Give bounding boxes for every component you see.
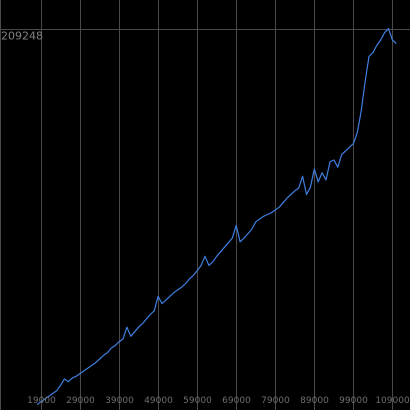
x-tick-label: 109000 xyxy=(375,396,410,406)
x-axis-tick-labels: 19000 29000 39000 49000 59000 69000 79000 89000… xyxy=(27,396,410,406)
x-tick-label: 69000 xyxy=(222,396,251,406)
x-tick-label: 19000 xyxy=(27,396,56,406)
x-tick-label: 29000 xyxy=(66,396,95,406)
x-tick-label: 99000 xyxy=(339,396,368,406)
x-tick-label: 59000 xyxy=(183,396,212,406)
x-tick-label: 89000 xyxy=(300,396,329,406)
reference-line-group: 209248 xyxy=(0,30,410,43)
series-group xyxy=(37,29,396,405)
x-tick-label: 39000 xyxy=(105,396,134,406)
grid-lines xyxy=(1,0,393,410)
reference-value-label: 209248 xyxy=(1,30,43,43)
x-tick-label: 49000 xyxy=(144,396,173,406)
x-tick-label: 79000 xyxy=(261,396,290,406)
data-series-line xyxy=(37,29,396,405)
